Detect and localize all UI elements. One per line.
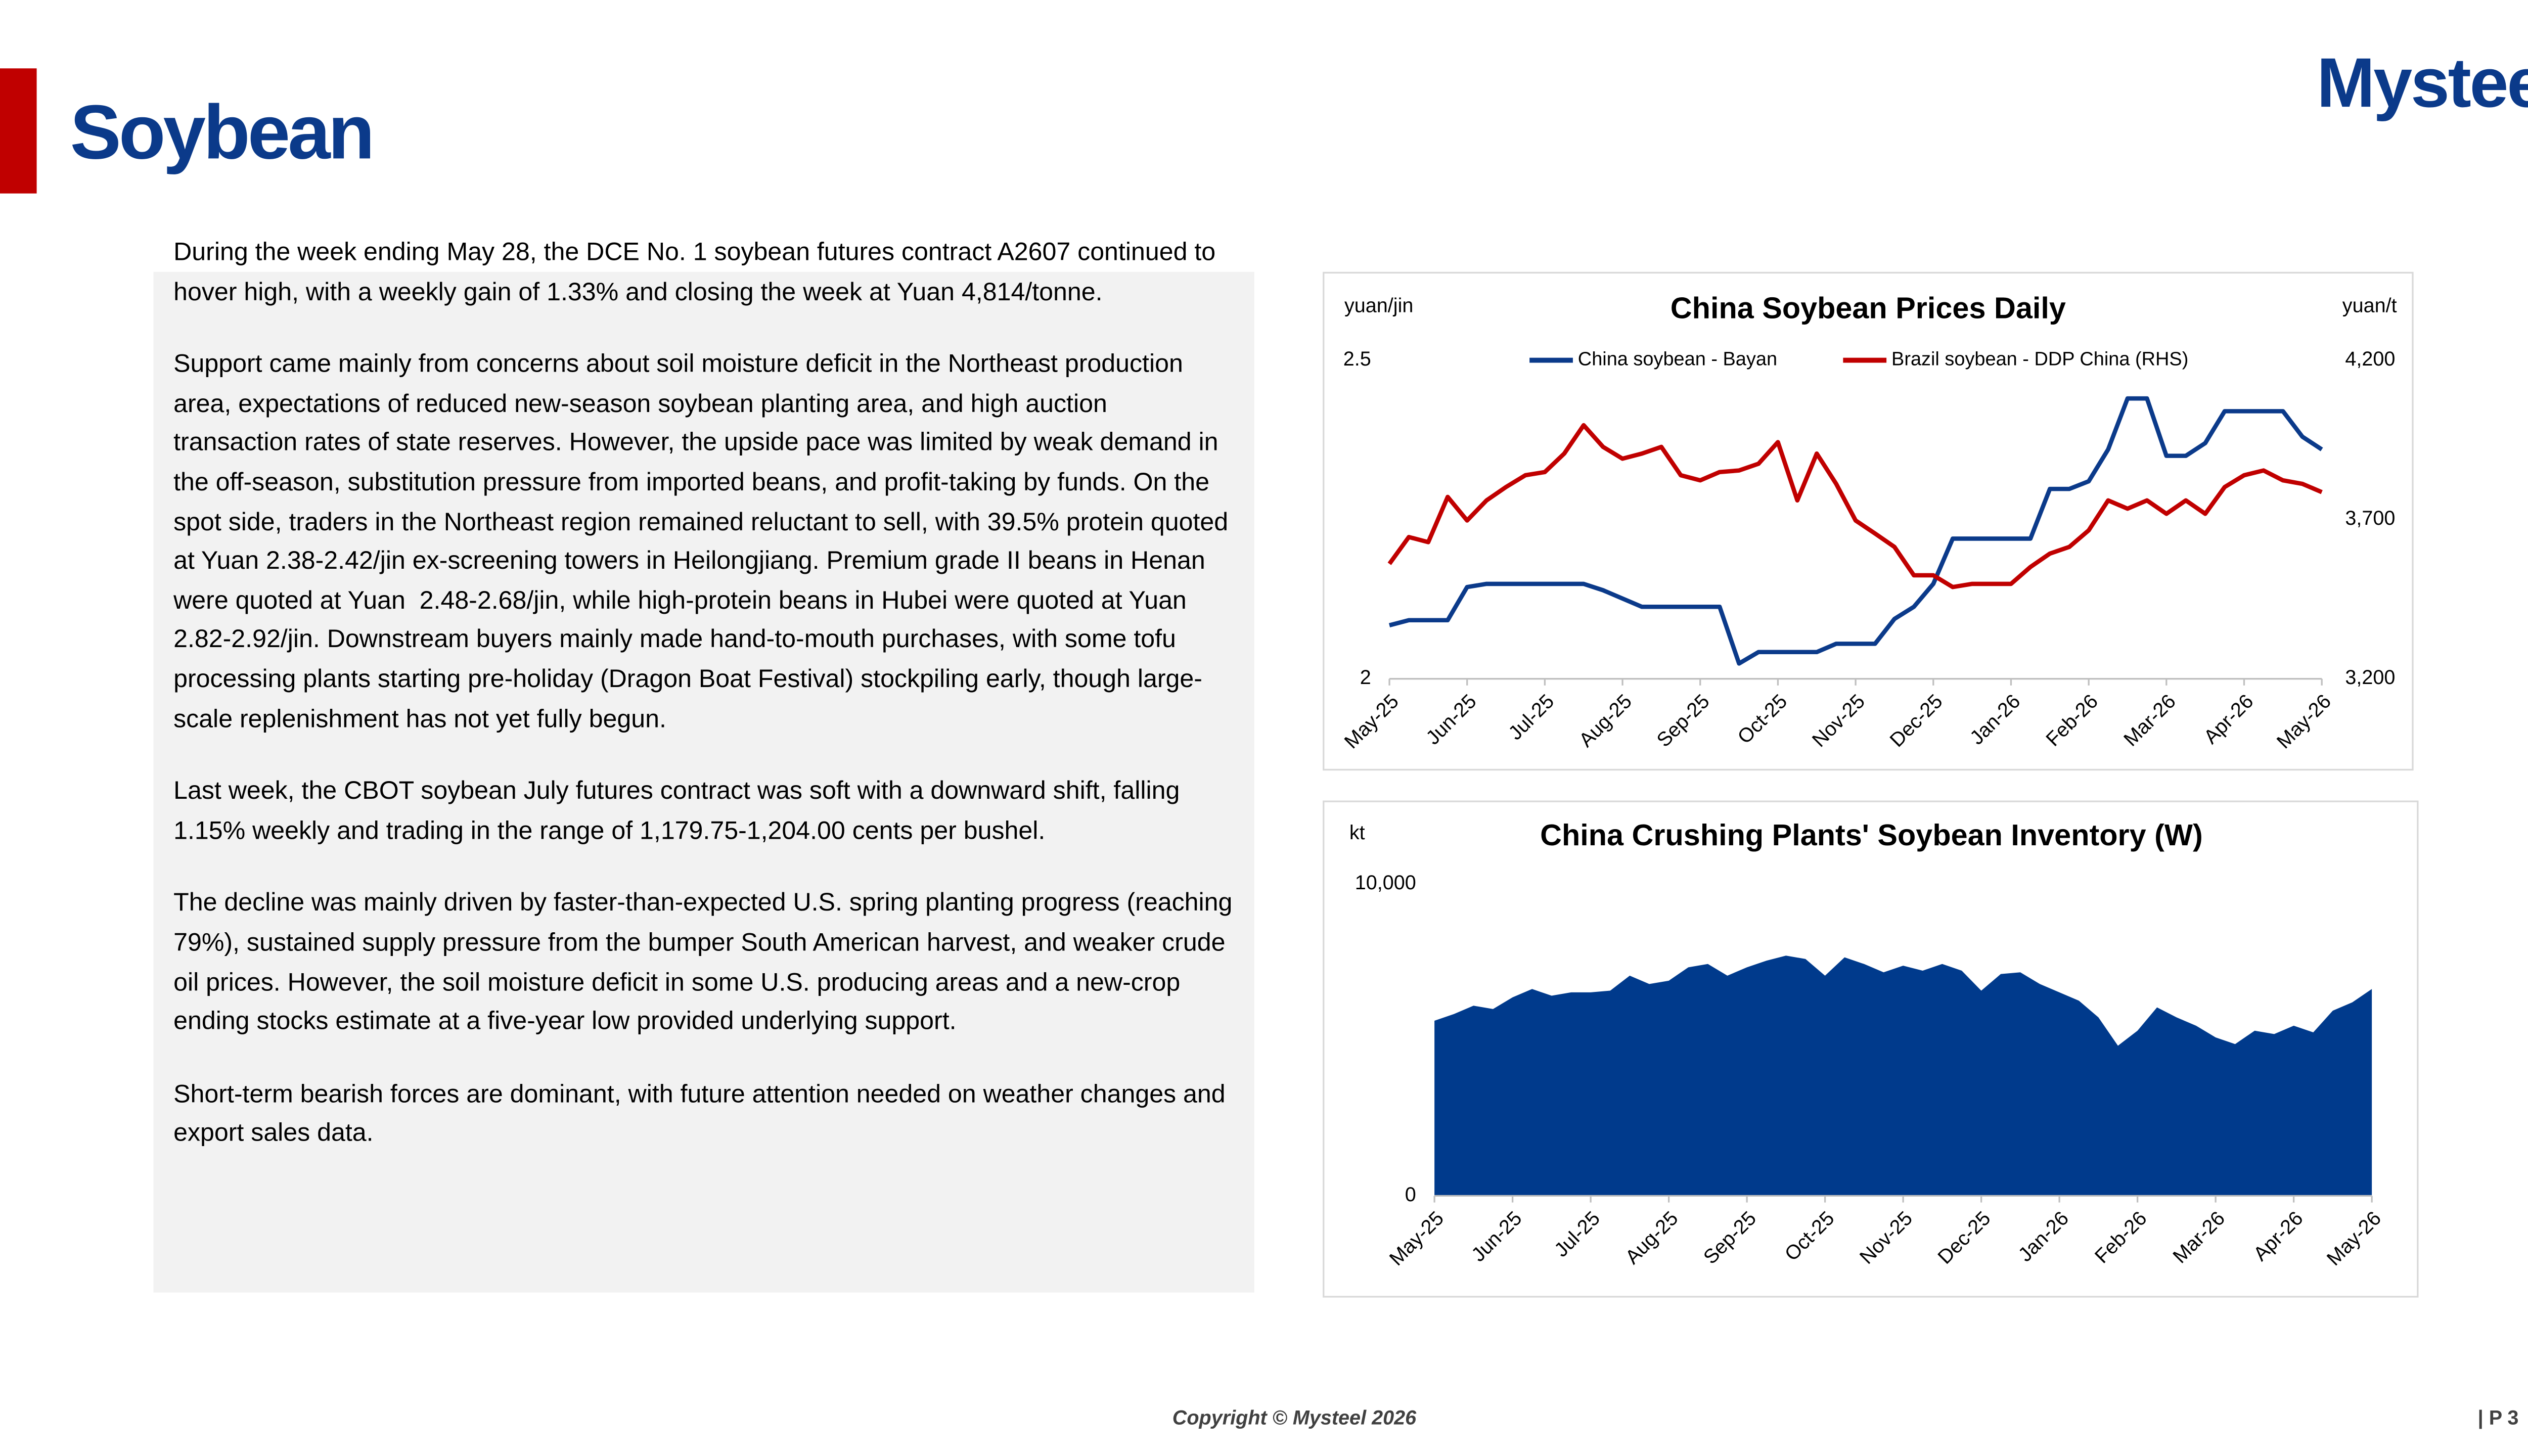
area	[1434, 956, 2372, 1196]
x-tick-label: Jul-25	[1504, 690, 1558, 744]
x-tick-label: Oct-25	[1733, 690, 1791, 748]
y-tick-label: 2.5	[1343, 348, 1371, 370]
x-tick-label: May-25	[1340, 690, 1403, 753]
y-axis-label: yuan/jin	[1344, 294, 1413, 316]
chart-title: China Soybean Prices Daily	[1671, 291, 2066, 325]
y2-tick-label: 3,700	[2345, 507, 2395, 529]
x-tick-label: Mar-26	[2119, 690, 2180, 751]
x-tick-label: Jan-26	[1966, 690, 2025, 749]
x-tick-label: Mar-26	[2169, 1207, 2229, 1268]
x-tick-label: Feb-26	[2042, 690, 2102, 751]
y2-tick-label: 3,200	[2345, 666, 2395, 689]
y-axis-label: kt	[1349, 822, 1365, 844]
x-tick-label: Jun-25	[1467, 1207, 1526, 1266]
legend-label: Brazil soybean - DDP China (RHS)	[1891, 349, 2188, 370]
x-tick-label: Nov-25	[1808, 690, 1869, 751]
x-tick-label: May-25	[1385, 1207, 1448, 1270]
chart-title: China Crushing Plants' Soybean Inventory…	[1540, 818, 2203, 852]
paragraph: During the week ending May 28, the DCE N…	[173, 238, 1223, 306]
text-panel	[153, 271, 1254, 1293]
x-tick-label: Sep-25	[1652, 690, 1713, 751]
x-tick-label: Feb-26	[2091, 1207, 2151, 1268]
paragraph: Last week, the CBOT soybean July futures…	[173, 777, 1187, 845]
page-number: | P 3	[2477, 1406, 2519, 1430]
x-tick-label: Dec-25	[1933, 1207, 1995, 1268]
x-tick-label: Aug-25	[1575, 690, 1636, 751]
x-tick-label: Jan-26	[2014, 1207, 2073, 1266]
y-tick-label: 0	[1405, 1184, 1416, 1206]
paragraph: Short-term bearish forces are dominant, …	[173, 1080, 1233, 1148]
y-tick-label: 10,000	[1355, 872, 1416, 894]
x-tick-label: Apr-26	[2249, 1207, 2307, 1265]
y-tick-label: 2	[1360, 666, 1371, 689]
paragraph: Support came mainly from concerns about …	[173, 350, 1236, 734]
series-line	[1387, 423, 2323, 589]
paragraph: The decline was mainly driven by faster-…	[173, 889, 1233, 1036]
series-line	[1388, 396, 2323, 666]
y2-axis-label: yuan/t	[2342, 294, 2397, 316]
x-tick-label: Oct-25	[1780, 1207, 1838, 1265]
x-tick-label: Jul-25	[1550, 1207, 1604, 1261]
accent-bar	[0, 68, 37, 194]
x-tick-label: Sep-25	[1699, 1207, 1760, 1268]
chart-frame	[1323, 271, 2414, 771]
x-tick-label: Aug-25	[1621, 1207, 1682, 1268]
legend-label: China soybean - Bayan	[1578, 349, 1777, 370]
page-title: Soybean	[70, 88, 375, 175]
x-tick-label: Dec-25	[1885, 690, 1947, 751]
logo: Mysteel	[2317, 43, 2528, 122]
y2-tick-label: 4,200	[2345, 348, 2395, 370]
body-text: During the week ending May 28, the DCE N…	[173, 234, 1233, 1188]
x-tick-label: Jun-25	[1422, 690, 1481, 749]
x-tick-label: May-26	[2273, 690, 2335, 753]
x-tick-label: Apr-26	[2199, 690, 2258, 748]
copyright: Copyright © Mysteel 2026	[1172, 1406, 1417, 1430]
x-tick-label: May-26	[2323, 1207, 2385, 1270]
x-tick-label: Nov-25	[1856, 1207, 1917, 1268]
